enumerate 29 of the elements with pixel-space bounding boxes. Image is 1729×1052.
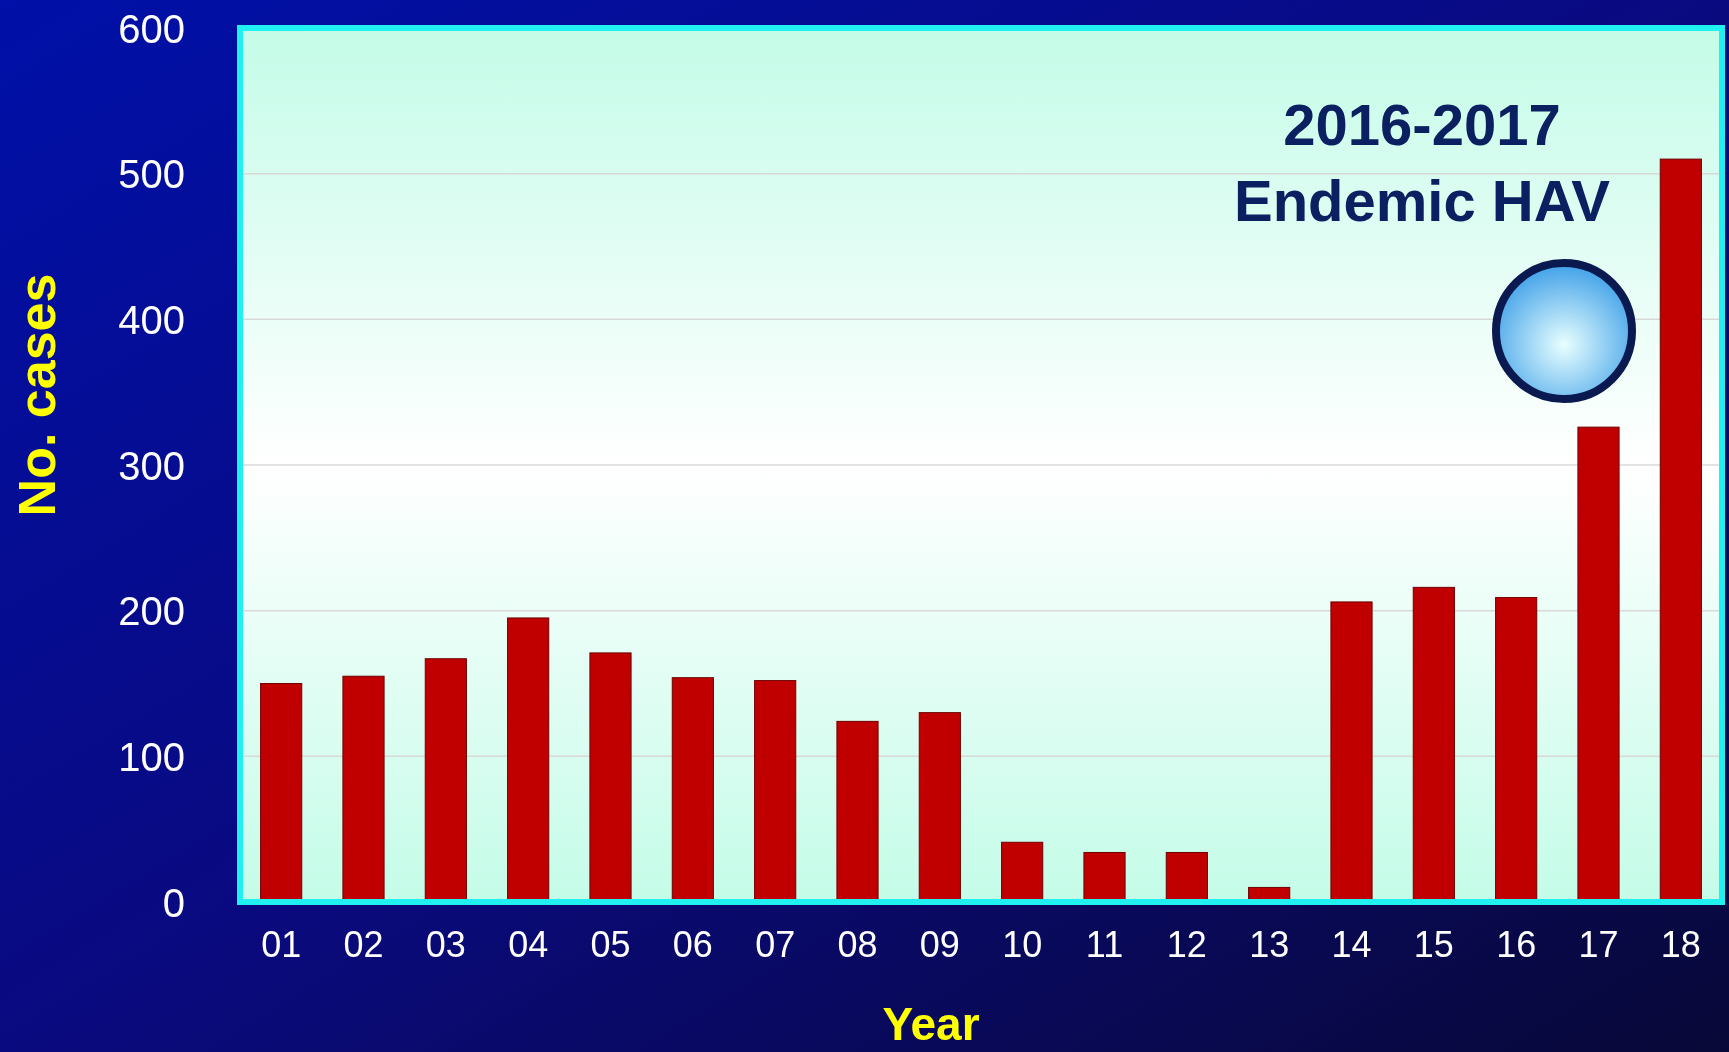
x-tick-label: 02 <box>343 923 384 965</box>
x-tick-label: 15 <box>1413 923 1454 965</box>
x-tick-label: 06 <box>672 923 713 965</box>
x-tick-label: 16 <box>1496 923 1537 965</box>
annotation: Endemic HAV <box>1233 168 1611 233</box>
x-tick-label: 11 <box>1085 923 1124 965</box>
x-tick-label: 14 <box>1331 923 1372 965</box>
x-tick-label: 08 <box>837 923 878 965</box>
y-tick-label: 0 <box>162 880 185 925</box>
x-tick-label: 07 <box>755 923 796 965</box>
y-tick-label: 300 <box>118 443 185 488</box>
x-tick-label: 17 <box>1578 923 1619 965</box>
x-tick-label: 04 <box>508 923 549 965</box>
y-tick-label: 200 <box>118 589 185 634</box>
x-axis-title: Year <box>882 998 980 1050</box>
x-tick-label: 12 <box>1166 923 1207 965</box>
x-tick-label: 10 <box>1002 923 1043 965</box>
x-tick-label: 13 <box>1249 923 1290 965</box>
x-tick-label: 01 <box>261 923 302 965</box>
y-tick-label: 500 <box>118 152 185 197</box>
x-tick-label: 03 <box>425 923 466 965</box>
x-tick-label: 09 <box>919 923 960 965</box>
y-axis-title: No. cases <box>8 273 66 517</box>
x-tick-label: 18 <box>1660 923 1701 965</box>
annotation: 2016-2017 <box>1283 92 1561 157</box>
y-tick-label: 100 <box>118 734 185 779</box>
y-tick-label: 600 <box>118 6 185 51</box>
y-tick-label: 400 <box>118 297 185 342</box>
x-tick-label: 05 <box>590 923 631 965</box>
